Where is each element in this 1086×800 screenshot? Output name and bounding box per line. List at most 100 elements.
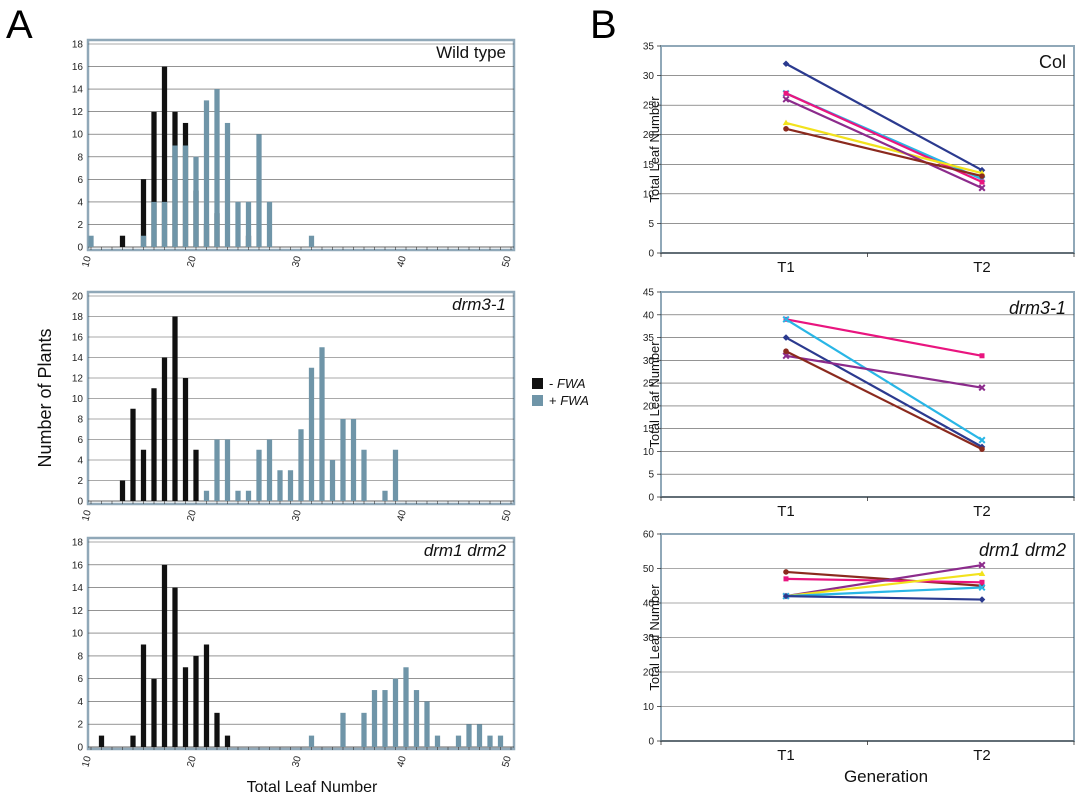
bar <box>151 201 157 247</box>
x-tick-label: 50 <box>500 755 514 769</box>
y-tick-label: 20 <box>643 668 655 679</box>
bar <box>256 134 262 247</box>
data-point <box>782 60 790 68</box>
y-tick-label: 0 <box>77 243 83 254</box>
y-tick-label: 10 <box>72 629 84 640</box>
bar <box>214 712 220 747</box>
bar <box>361 449 367 501</box>
y-tick-label: 6 <box>77 674 83 685</box>
bar <box>392 678 399 747</box>
data-point <box>979 173 985 179</box>
data-point <box>978 436 986 444</box>
bar <box>487 735 493 747</box>
legend-swatch-minus-fwa <box>532 378 543 389</box>
bar <box>476 724 483 747</box>
y-tick-label: 2 <box>77 220 83 231</box>
bar <box>340 419 346 501</box>
bar <box>203 644 210 747</box>
y-tick-label: 10 <box>643 447 655 458</box>
y-axis-title: Total Leaf Number <box>647 584 662 691</box>
bar <box>119 235 126 247</box>
bar <box>308 235 315 247</box>
bar <box>256 449 262 501</box>
chart-title: drm1 drm2 <box>979 540 1066 560</box>
bar <box>392 449 399 501</box>
x-tick-label: 20 <box>185 755 199 769</box>
chart-title: drm3-1 <box>1009 298 1066 318</box>
bar <box>98 735 105 747</box>
y-tick-label: 25 <box>643 101 655 112</box>
y-tick-label: 2 <box>77 476 83 487</box>
histogram-wild-type: 0 2 4 6 8 10 12 14 16 18 10 20 30 40 50 Wild type <box>72 38 516 269</box>
x-tick-label: T2 <box>973 259 991 276</box>
y-tick-label: 0 <box>648 737 654 748</box>
y-tick-label: 10 <box>643 702 655 713</box>
bar <box>224 439 231 501</box>
series-line <box>785 318 983 441</box>
bar <box>319 347 325 501</box>
y-tick-label: 0 <box>648 249 654 260</box>
bar <box>193 449 199 501</box>
data-point <box>782 95 790 103</box>
y-tick-label: 16 <box>72 560 84 571</box>
y-tick-label: 8 <box>77 415 83 426</box>
y-tick-label: 4 <box>77 697 83 708</box>
bar <box>203 490 210 501</box>
line-chart-col: 0 5 10 15 20 25 30 35 T1 T2 Total Leaf Number Col <box>643 42 1075 276</box>
y-tick-label: 5 <box>648 219 654 230</box>
chart-title: drm1 drm2 <box>424 541 507 560</box>
bar <box>161 564 168 747</box>
series-line <box>785 121 983 175</box>
data-point <box>979 579 985 585</box>
y-tick-label: 12 <box>72 606 84 617</box>
bar <box>329 460 336 501</box>
bar <box>455 735 462 747</box>
panel-b-x-axis-title: Generation <box>844 767 928 786</box>
x-tick-label: 30 <box>290 509 304 523</box>
bar <box>424 701 430 747</box>
x-tick-label: 40 <box>395 755 409 769</box>
data-point <box>782 315 790 323</box>
bar <box>161 357 168 501</box>
bar <box>172 145 178 247</box>
bar <box>382 490 388 501</box>
legend: - FWA + FWA <box>532 376 589 408</box>
x-tick-label: 30 <box>290 755 304 769</box>
bar <box>371 690 378 747</box>
x-tick-label: 20 <box>185 255 199 269</box>
series-line <box>785 318 983 357</box>
y-axis-title: Total Leaf Number <box>647 341 662 448</box>
legend-gene-name: FWA <box>557 376 586 391</box>
y-tick-label: 30 <box>643 356 655 367</box>
bar <box>308 367 315 501</box>
y-tick-label: 18 <box>72 312 84 323</box>
y-tick-label: 4 <box>77 456 83 467</box>
chart-title: Wild type <box>436 43 506 62</box>
x-tick-label: 40 <box>395 255 409 269</box>
bar <box>182 667 189 747</box>
data-point <box>978 596 986 603</box>
bar <box>245 490 252 501</box>
y-tick-label: 10 <box>72 394 84 405</box>
y-tick-label: 40 <box>643 599 655 610</box>
x-tick-label: T1 <box>777 747 795 764</box>
bar <box>266 439 273 501</box>
x-tick-label: T2 <box>973 747 991 764</box>
histogram-drm1-drm2: 0 2 4 6 8 10 12 14 16 18 10 20 30 40 50 drm1 drm2 <box>72 536 516 769</box>
y-tick-label: 6 <box>77 175 83 186</box>
legend-sign-plus: + <box>549 393 560 408</box>
series-line <box>785 98 983 189</box>
bar <box>403 667 409 747</box>
bar <box>182 145 189 247</box>
bar <box>193 655 199 747</box>
y-tick-label: 10 <box>643 189 655 200</box>
data-point <box>783 569 789 575</box>
y-tick-label: 16 <box>72 333 84 344</box>
histogram-drm3-1: 0 2 4 6 8 10 12 14 16 18 20 10 20 30 40 50 drm3-1 <box>72 290 516 523</box>
bar <box>140 179 147 247</box>
bar <box>382 690 388 747</box>
series-line <box>785 563 983 598</box>
plot-frame <box>660 291 1075 498</box>
panel-letter-b: B <box>590 3 617 47</box>
y-tick-label: 0 <box>77 743 83 754</box>
